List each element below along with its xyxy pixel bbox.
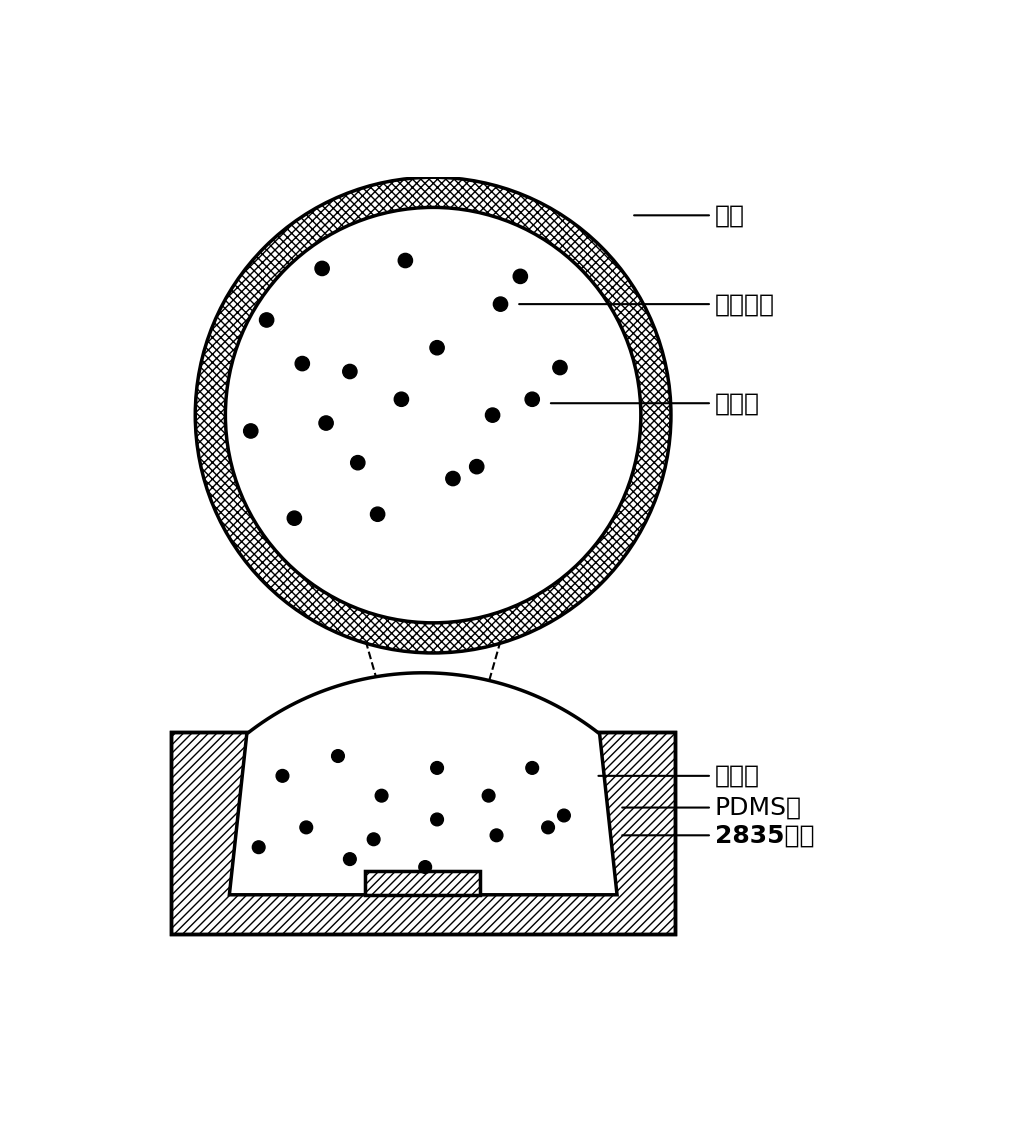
Circle shape — [431, 813, 443, 826]
Circle shape — [526, 761, 538, 775]
Bar — [365, 871, 480, 895]
Circle shape — [418, 861, 432, 874]
Circle shape — [470, 460, 484, 474]
Text: 量子点: 量子点 — [550, 391, 759, 416]
Text: 壳材: 壳材 — [634, 203, 745, 227]
Circle shape — [344, 853, 356, 866]
Circle shape — [296, 357, 309, 370]
Circle shape — [482, 790, 495, 802]
Circle shape — [486, 408, 499, 423]
Circle shape — [319, 416, 333, 431]
Circle shape — [398, 253, 412, 268]
Text: 微胶囊: 微胶囊 — [598, 763, 759, 788]
Polygon shape — [229, 673, 617, 895]
Circle shape — [525, 392, 539, 407]
Circle shape — [195, 177, 671, 653]
Circle shape — [195, 177, 671, 653]
Circle shape — [253, 841, 265, 853]
Circle shape — [370, 507, 385, 521]
Bar — [172, 733, 675, 935]
Circle shape — [351, 456, 365, 470]
Circle shape — [243, 424, 258, 438]
Circle shape — [260, 312, 274, 327]
Circle shape — [367, 833, 380, 845]
Circle shape — [552, 360, 567, 375]
Circle shape — [514, 269, 528, 284]
Text: 2835器件: 2835器件 — [622, 824, 814, 847]
Circle shape — [331, 750, 345, 762]
Circle shape — [300, 821, 313, 834]
Circle shape — [431, 761, 443, 775]
Circle shape — [225, 208, 640, 623]
Circle shape — [446, 471, 460, 486]
Text: PDMS胶: PDMS胶 — [622, 795, 802, 819]
Circle shape — [375, 790, 388, 802]
Circle shape — [287, 511, 302, 525]
Circle shape — [315, 261, 329, 276]
Circle shape — [490, 829, 503, 842]
Circle shape — [276, 769, 288, 783]
Text: 相变石蜡: 相变石蜡 — [519, 292, 774, 316]
Bar — [365, 871, 480, 895]
Circle shape — [542, 821, 554, 834]
Circle shape — [394, 392, 408, 407]
Circle shape — [558, 809, 570, 821]
Circle shape — [430, 341, 444, 354]
Circle shape — [343, 365, 357, 378]
Bar — [172, 733, 675, 935]
Circle shape — [493, 296, 507, 311]
